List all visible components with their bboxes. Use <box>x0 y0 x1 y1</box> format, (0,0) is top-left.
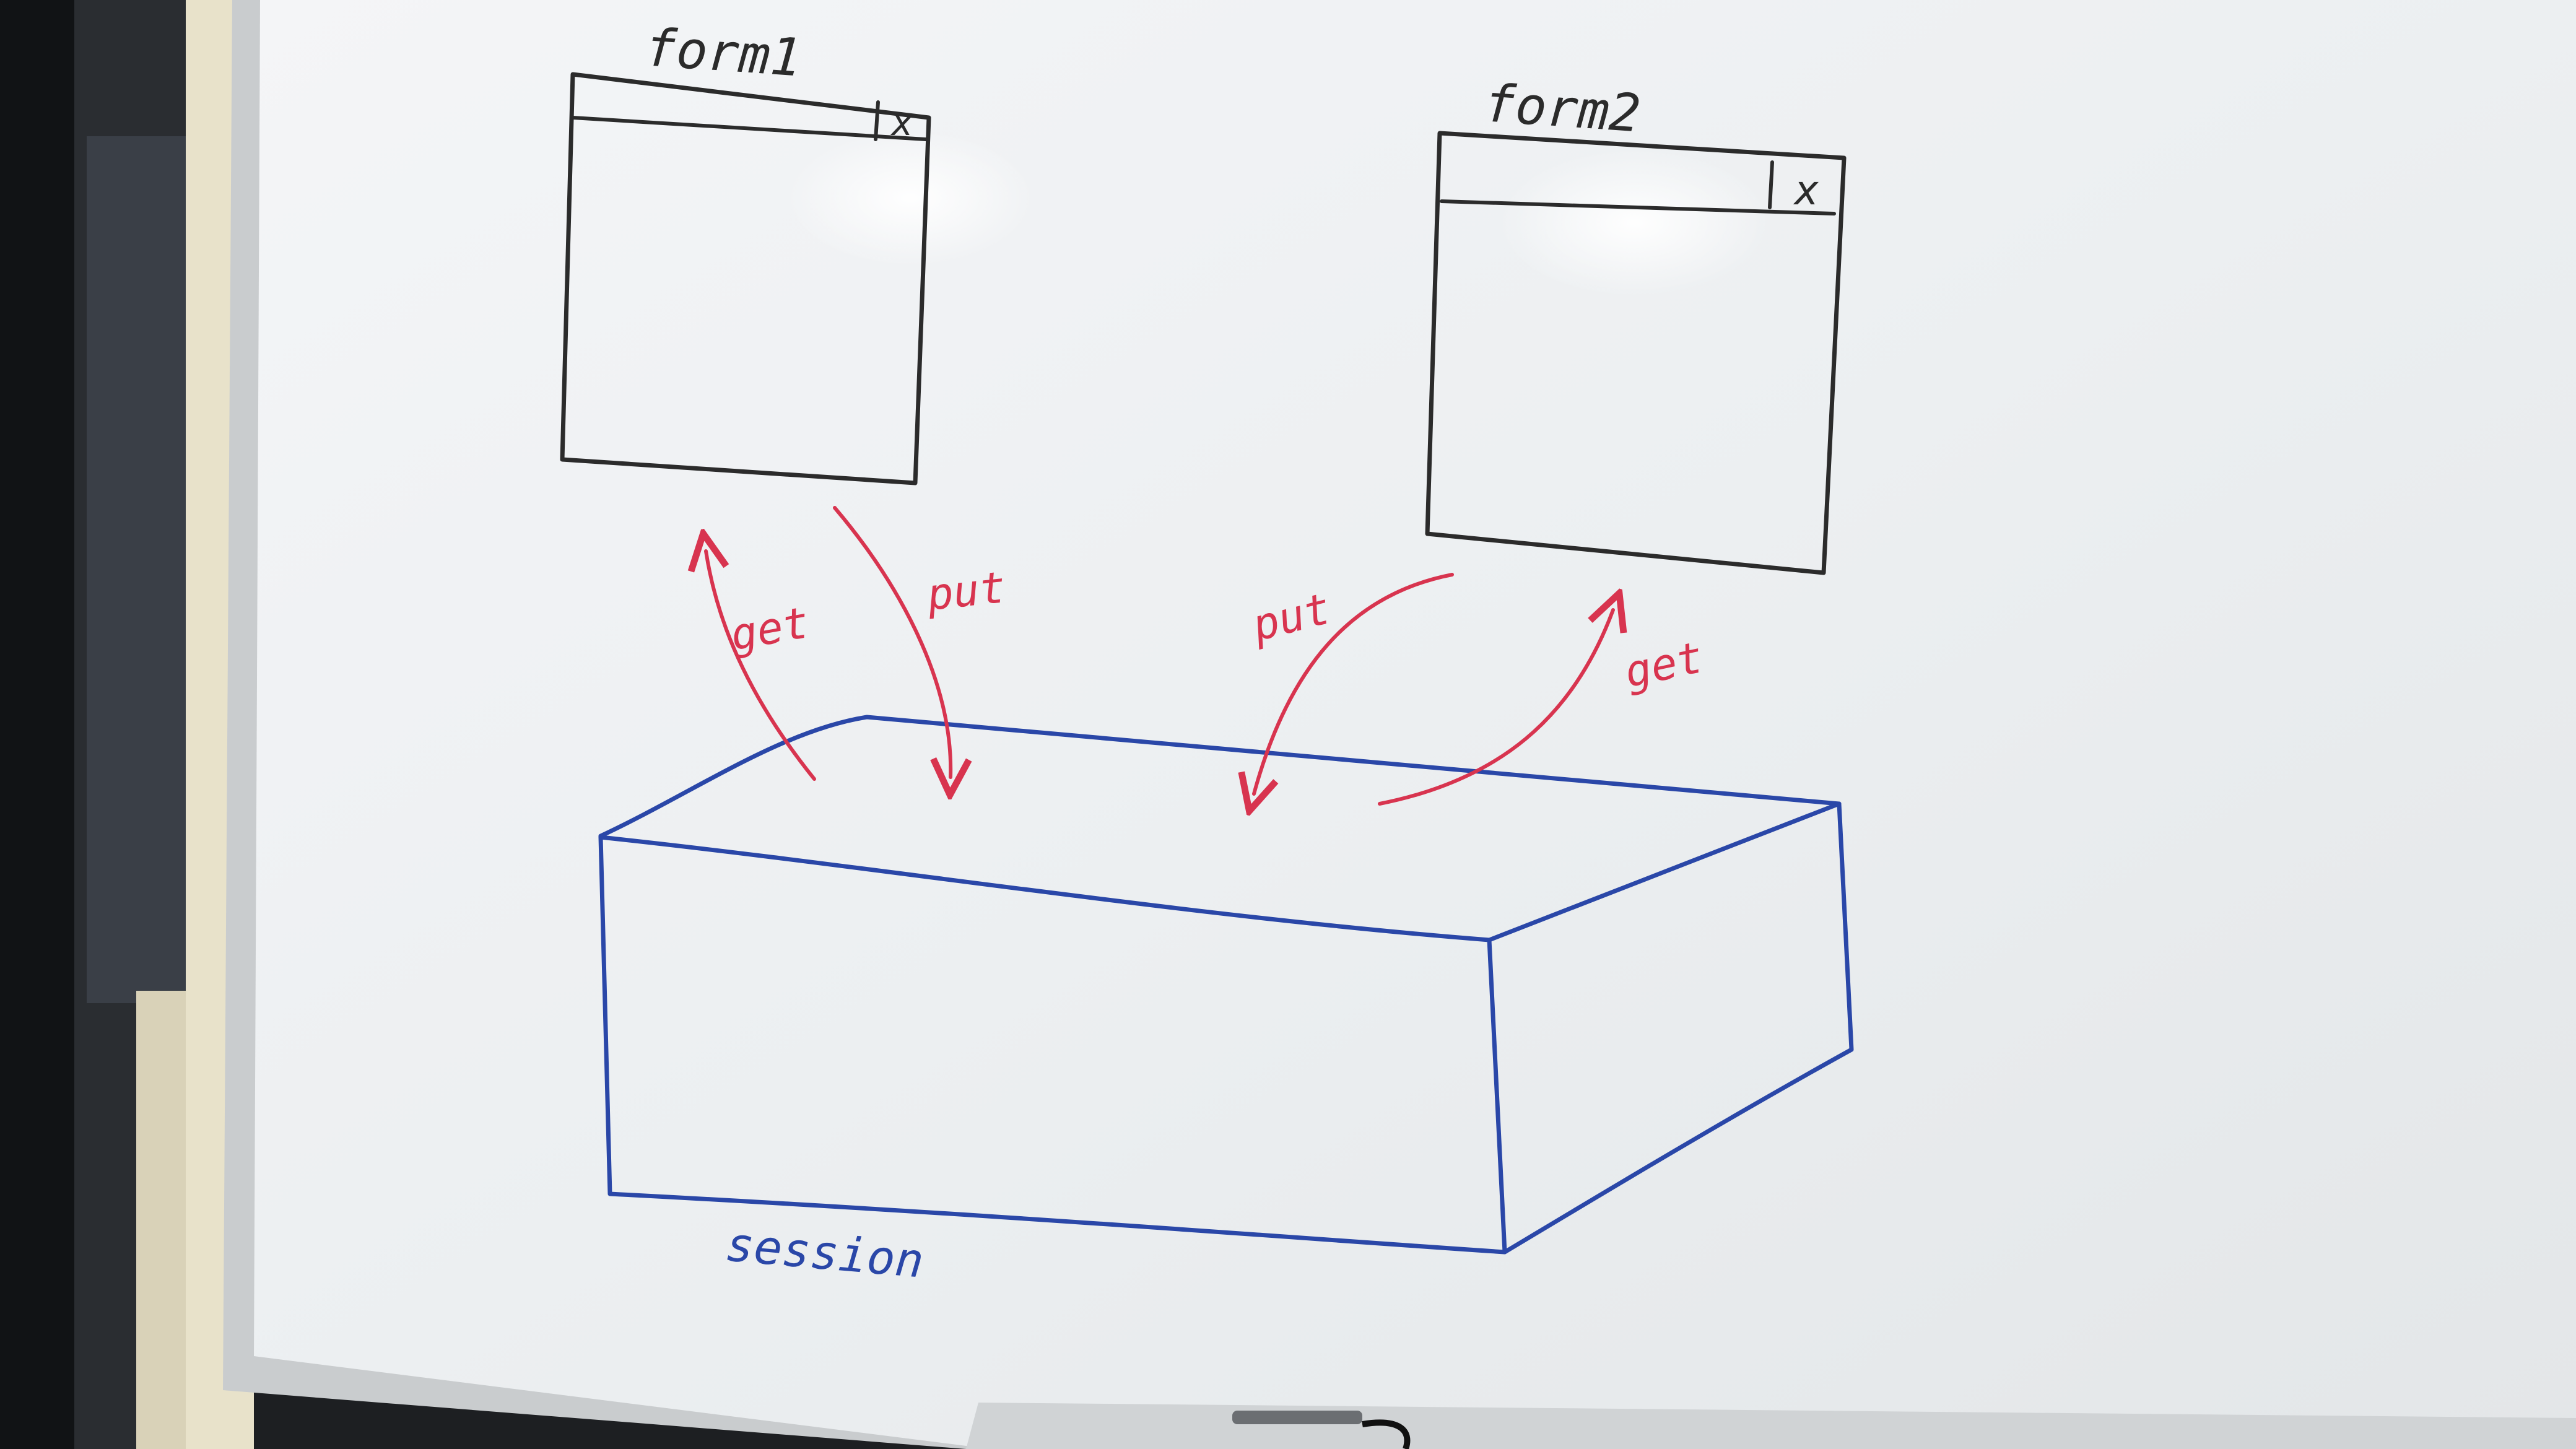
arrow-get-form1: get <box>706 551 816 781</box>
marker-tray <box>966 1403 2576 1449</box>
light-glare <box>1499 149 1771 297</box>
session-side-face <box>1502 801 1854 1255</box>
door-frame <box>0 0 74 1449</box>
form1-window: x form1 <box>560 17 931 485</box>
marker <box>1232 1411 1362 1424</box>
light-glare <box>786 130 1034 266</box>
form2-close-divider <box>1768 160 1774 209</box>
form2-window: x form2 <box>1425 72 1847 575</box>
form1-border <box>560 72 931 485</box>
form2-border <box>1425 131 1847 575</box>
session-front-face <box>598 835 1507 1255</box>
form1-titlebar-line <box>571 116 928 141</box>
arrow-put-form1: put <box>833 506 1008 777</box>
put-label-1: put <box>924 562 1007 620</box>
form2-title: form2 <box>1482 72 1643 144</box>
form1-close-glyph: x <box>890 102 913 144</box>
put-arrow-1 <box>833 506 951 777</box>
form1-close-divider <box>874 100 880 141</box>
form2-close-glyph: x <box>1793 167 1819 214</box>
put-arrow-2 <box>1254 573 1454 794</box>
marker-cord <box>1362 1419 1411 1449</box>
form1-title: form1 <box>643 17 804 88</box>
session-top-face <box>598 715 1842 942</box>
get-arrow-1 <box>706 551 816 781</box>
form2-titlebar-line <box>1440 199 1836 215</box>
whiteboard-surface <box>254 0 2576 1449</box>
get-arrow-2 <box>1378 610 1613 806</box>
